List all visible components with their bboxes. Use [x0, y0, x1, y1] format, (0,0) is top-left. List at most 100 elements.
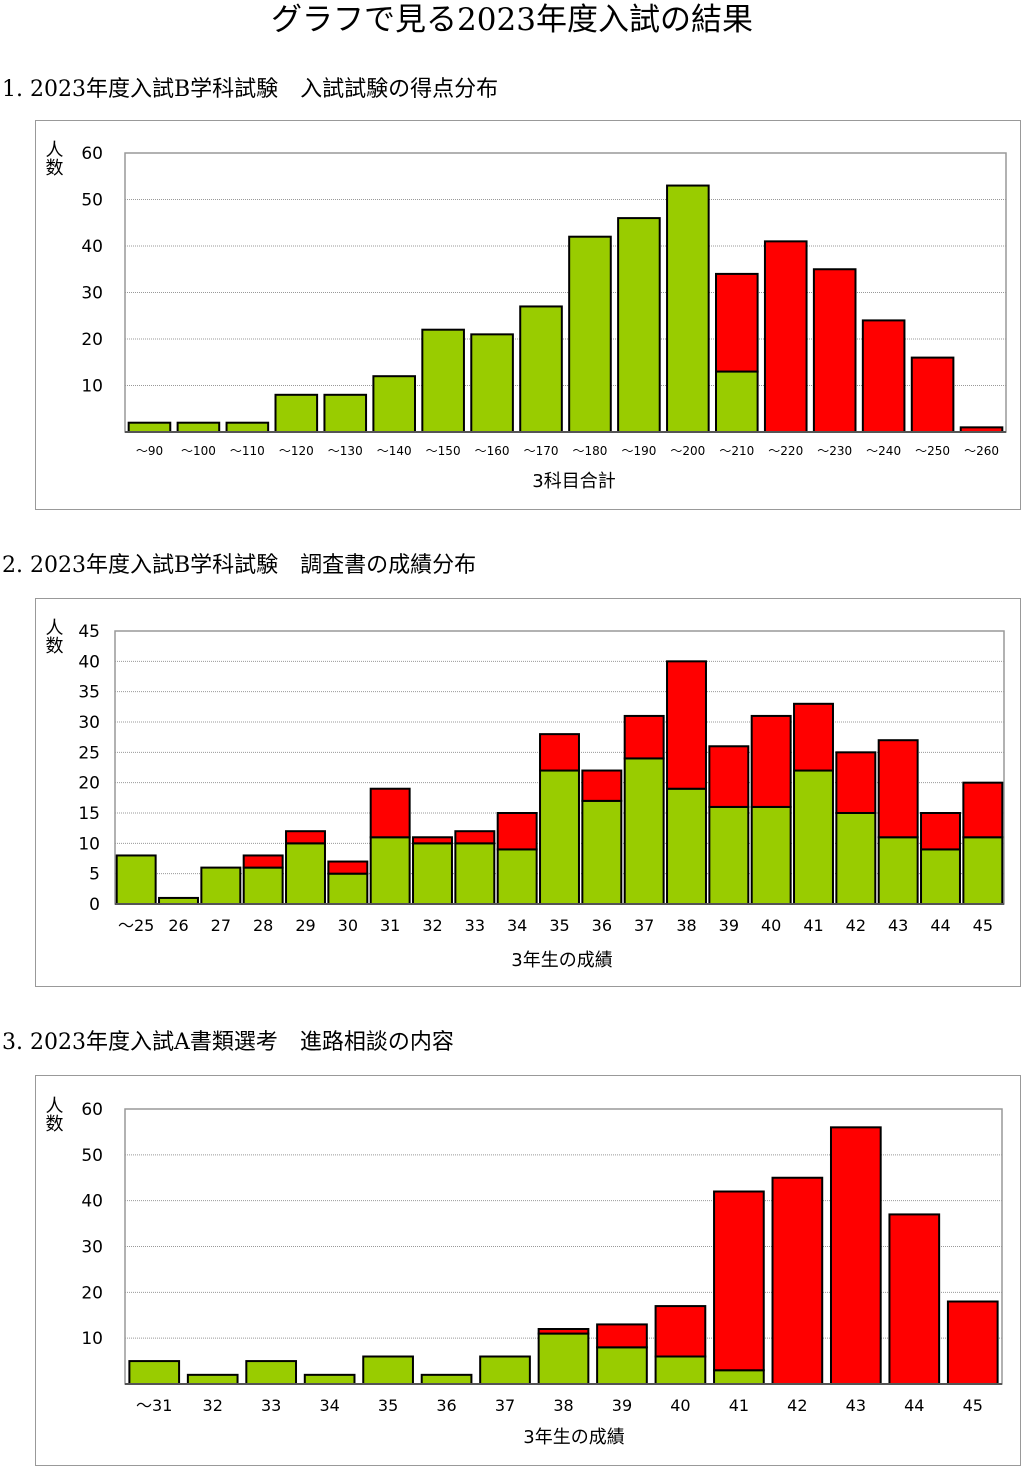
- bar-segment-green: [327, 872, 369, 906]
- x-tick-label: 26: [168, 916, 188, 935]
- bar-segment-red: [861, 319, 906, 433]
- bar-segment-green: [708, 805, 750, 906]
- x-tick-label: 45: [963, 1396, 983, 1415]
- x-tick-label: ～140: [377, 444, 412, 458]
- y-tick-label: 30: [78, 713, 100, 733]
- x-tick-label: 35: [378, 1396, 398, 1415]
- bar-segment-red: [771, 1176, 824, 1385]
- x-tick-label: ～230: [817, 444, 852, 458]
- bar-segment-red: [537, 1328, 590, 1335]
- bar-segment-red: [946, 1300, 999, 1385]
- bar-segment-green: [362, 1355, 414, 1385]
- x-tick-label: 38: [676, 916, 696, 935]
- y-tick-label: 50: [81, 191, 103, 211]
- bar-segment-red: [412, 836, 453, 845]
- x-tick-label: 32: [203, 1396, 223, 1415]
- x-tick-label: 43: [846, 1396, 866, 1415]
- y-tick-label: 60: [81, 1100, 103, 1120]
- x-tick-label: ～190: [621, 444, 656, 458]
- x-tick-label: 40: [670, 1396, 690, 1415]
- y-tick-label: 45: [78, 622, 100, 642]
- bar-segment-red: [454, 830, 496, 845]
- bar-segment-red: [369, 787, 411, 839]
- bar-segment-green: [715, 370, 759, 433]
- bar-segment-green: [666, 184, 710, 433]
- y-axis-label: 人数: [43, 140, 64, 176]
- bar-segment-red: [581, 769, 623, 802]
- bar-segment-green: [369, 836, 411, 905]
- bar-segment-green: [750, 805, 792, 906]
- bar-segment-red: [713, 1190, 765, 1372]
- x-tick-label: ～120: [279, 444, 314, 458]
- bar-segment-red: [623, 714, 665, 760]
- x-tick-label: 36: [436, 1396, 456, 1415]
- x-tick-label: ～31: [136, 1396, 172, 1415]
- y-tick-label: 35: [78, 683, 100, 703]
- bar-segment-red: [812, 268, 857, 433]
- x-axis-label: 3科目合計: [532, 471, 615, 492]
- x-tick-label: 33: [261, 1396, 281, 1415]
- x-tick-label: 45: [973, 916, 993, 935]
- bar-segment-green: [962, 836, 1004, 905]
- bar-segment-green: [454, 842, 496, 905]
- y-axis-label: 人数: [43, 618, 64, 654]
- chart-2-heading: 2. 2023年度入試B学科試験 調査書の成績分布: [2, 553, 477, 578]
- y-tick-label: 40: [81, 237, 103, 257]
- y-tick-label: 60: [81, 144, 103, 164]
- y-tick-label: 15: [78, 804, 100, 824]
- x-tick-label: ～220: [768, 444, 803, 458]
- bar-segment-green: [421, 328, 465, 434]
- bar-segment-red: [654, 1305, 707, 1358]
- x-tick-label: 27: [211, 916, 231, 935]
- y-tick-label: 10: [81, 377, 103, 397]
- x-tick-label: 41: [803, 916, 823, 935]
- x-tick-label: ～240: [866, 444, 901, 458]
- bar-segment-red: [920, 812, 961, 851]
- x-tick-label: 35: [549, 916, 569, 935]
- x-tick-label: ～260: [964, 444, 999, 458]
- x-tick-label: 28: [253, 916, 273, 935]
- bar-segment-green: [666, 787, 707, 906]
- x-tick-label: ～180: [573, 444, 608, 458]
- bar-segment-green: [470, 333, 514, 434]
- y-tick-label: 40: [78, 652, 100, 672]
- bar-segment-red: [327, 860, 369, 875]
- bar-segment-green: [242, 866, 284, 905]
- y-tick-label: 20: [81, 1283, 103, 1303]
- x-axis-label: 3年生の成績: [523, 1427, 624, 1448]
- bar-segment-green: [623, 757, 665, 906]
- x-tick-label: 34: [507, 916, 527, 935]
- bar-segment-green: [654, 1355, 707, 1385]
- y-tick-label: 50: [81, 1146, 103, 1166]
- x-tick-label: ～25: [118, 916, 154, 935]
- x-tick-label: 43: [888, 916, 908, 935]
- bar-segment-green: [539, 769, 580, 905]
- bar-segment-red: [793, 702, 834, 772]
- x-tick-label: ～150: [426, 444, 461, 458]
- y-axis-label: 人数: [43, 1096, 64, 1132]
- bar-segment-green: [877, 836, 919, 905]
- bar-segment-red: [910, 356, 955, 434]
- y-tick-label: 10: [81, 1329, 103, 1349]
- bar-segment-green: [127, 421, 172, 434]
- bar-segment-red: [539, 733, 580, 772]
- y-tick-label: 5: [89, 865, 100, 885]
- bar-segment-green: [920, 848, 961, 906]
- bar-segment-red: [877, 739, 919, 839]
- x-tick-label: 42: [846, 916, 866, 935]
- chart-2-frame: [35, 598, 1021, 987]
- bar-segment-green: [200, 866, 242, 905]
- x-tick-label: ～110: [230, 444, 265, 458]
- bar-segment-green: [115, 854, 157, 906]
- x-tick-label: ～200: [670, 444, 705, 458]
- bar-segment-green: [519, 305, 563, 434]
- bar-segment-green: [245, 1360, 298, 1386]
- x-tick-label: 30: [338, 916, 358, 935]
- bar-segment-red: [962, 781, 1004, 839]
- x-tick-label: 31: [380, 916, 400, 935]
- bar-segment-green: [285, 842, 326, 905]
- bar-segment-green: [420, 1373, 473, 1386]
- bar-segment-green: [186, 1373, 239, 1386]
- bar-segment-green: [479, 1355, 531, 1385]
